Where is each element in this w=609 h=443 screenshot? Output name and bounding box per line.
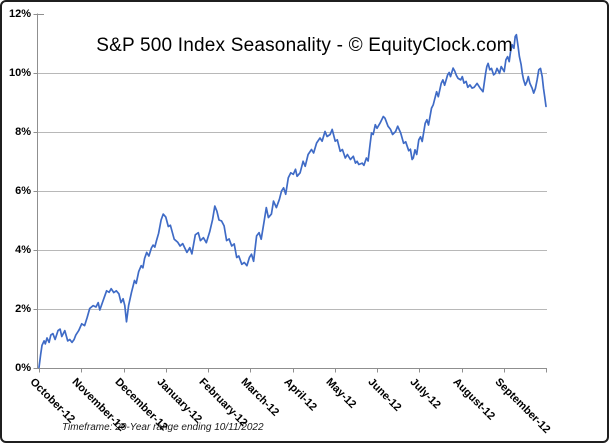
y-axis-tick-label: 8%: [15, 125, 31, 138]
y-axis-tick-label: 2%: [15, 302, 31, 315]
chart-title: S&P 500 Index Seasonality - © EquityCloc…: [96, 35, 513, 56]
y-axis-tick-label: 0%: [15, 361, 31, 374]
y-axis-tick-label: 6%: [15, 184, 31, 197]
timeframe-footnote: Timeframe: 20-Year range ending 10/11/20…: [62, 422, 264, 433]
y-axis-tick-label: 10%: [8, 66, 31, 79]
y-axis-tick-label: 12%: [8, 7, 31, 20]
y-axis-tick-label: 4%: [15, 243, 31, 256]
seasonality-line: [38, 33, 547, 369]
